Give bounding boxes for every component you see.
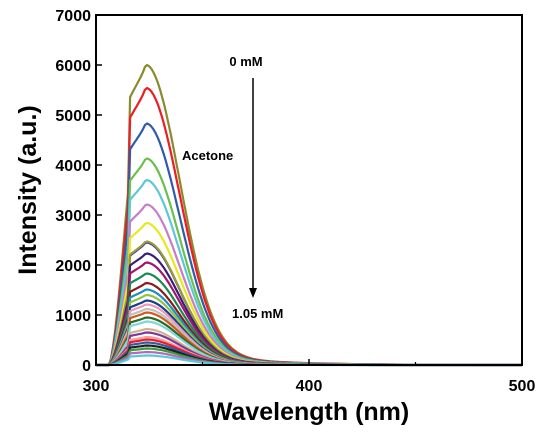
axis-ticks: 0 1000 2000 3000 4000 5000 6000 7000 300 400 500 xyxy=(55,8,535,395)
x-tick-label: 300 xyxy=(83,378,110,395)
y-tick-label: 7000 xyxy=(55,8,91,25)
y-tick-label: 3000 xyxy=(55,208,91,225)
series-line-2 xyxy=(96,86,522,367)
y-tick-label: 2000 xyxy=(55,258,91,275)
trend-arrow xyxy=(249,78,257,298)
y-tick-label: 0 xyxy=(82,358,91,375)
x-tick-label: 400 xyxy=(296,378,323,395)
x-axis-title: Wavelength (nm) xyxy=(209,398,409,426)
series-line-3 xyxy=(96,122,522,367)
x-tick-label: 500 xyxy=(509,378,536,395)
y-tick-label: 4000 xyxy=(55,158,91,175)
y-axis-title: Intensity (a.u.) xyxy=(14,105,42,274)
annotation-bottom-label: 1.05 mM xyxy=(232,306,283,321)
series-lines xyxy=(96,63,522,367)
series-line-5 xyxy=(96,178,522,367)
annotation-top-label: 0 mM xyxy=(229,54,262,69)
y-tick-label: 1000 xyxy=(55,308,91,325)
annotation-middle-label: Acetone xyxy=(182,148,233,163)
series-line-12 xyxy=(96,272,522,367)
trend-arrow-head xyxy=(249,288,257,298)
y-tick-label: 6000 xyxy=(55,58,91,75)
y-tick-label: 5000 xyxy=(55,108,91,125)
